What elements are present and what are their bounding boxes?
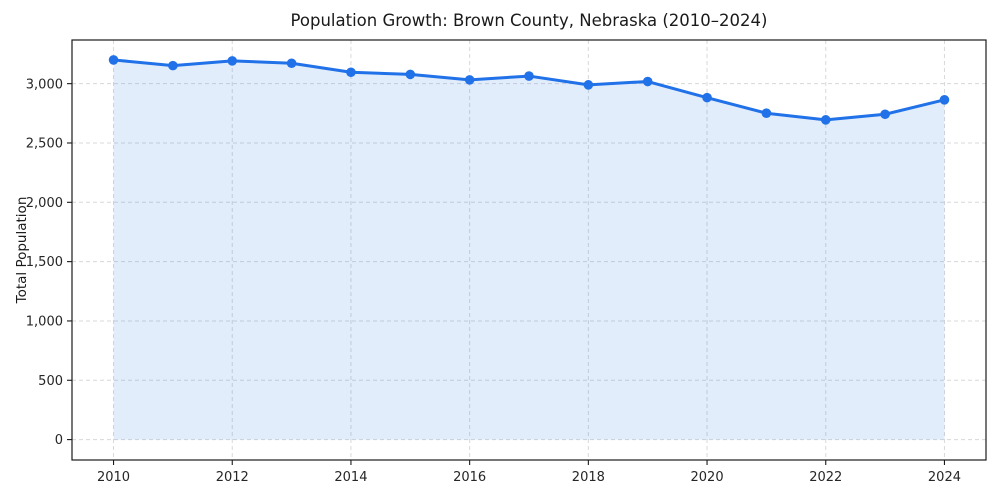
x-tick-label-2010: 2010 — [97, 470, 130, 485]
data-point-2015 — [405, 69, 416, 80]
data-point-2024 — [939, 94, 950, 105]
y-tick-label-500: 500 — [38, 374, 63, 389]
x-tick-label-2016: 2016 — [453, 470, 486, 485]
data-point-2011 — [168, 60, 178, 71]
data-point-2018 — [583, 80, 594, 90]
y-axis-label: Total Population — [14, 196, 30, 304]
x-tick-label-2020: 2020 — [691, 470, 724, 485]
data-point-2016 — [464, 75, 475, 85]
y-tick-label-3000: 3,000 — [26, 77, 63, 92]
y-tick-label-0: 0 — [55, 433, 63, 448]
x-tick-label-2022: 2022 — [809, 470, 842, 485]
chart-title: Population Growth: Brown County, Nebrask… — [290, 11, 768, 30]
data-point-2020 — [702, 92, 712, 103]
data-point-2010 — [108, 55, 119, 65]
data-point-2014 — [346, 67, 356, 78]
x-tick-label-2018: 2018 — [572, 470, 605, 485]
data-point-2023 — [880, 109, 890, 120]
x-tick-label-2012: 2012 — [216, 470, 249, 485]
area-fill — [113, 59, 945, 440]
plot-frame — [71, 39, 987, 461]
data-point-2022 — [820, 115, 831, 125]
y-tick-label-1500: 1,500 — [26, 255, 63, 270]
y-tick-label-2500: 2,500 — [26, 137, 63, 152]
data-point-2017 — [524, 71, 534, 81]
data-point-2019 — [642, 76, 653, 87]
x-tick-label-2014: 2014 — [334, 470, 367, 485]
data-point-2013 — [286, 58, 297, 69]
data-point-2021 — [761, 108, 772, 119]
y-tick-label-1000: 1,000 — [26, 315, 63, 330]
x-tick-label-2024: 2024 — [928, 470, 961, 485]
y-tick-label-2000: 2,000 — [26, 196, 63, 211]
data-point-2012 — [227, 56, 238, 66]
